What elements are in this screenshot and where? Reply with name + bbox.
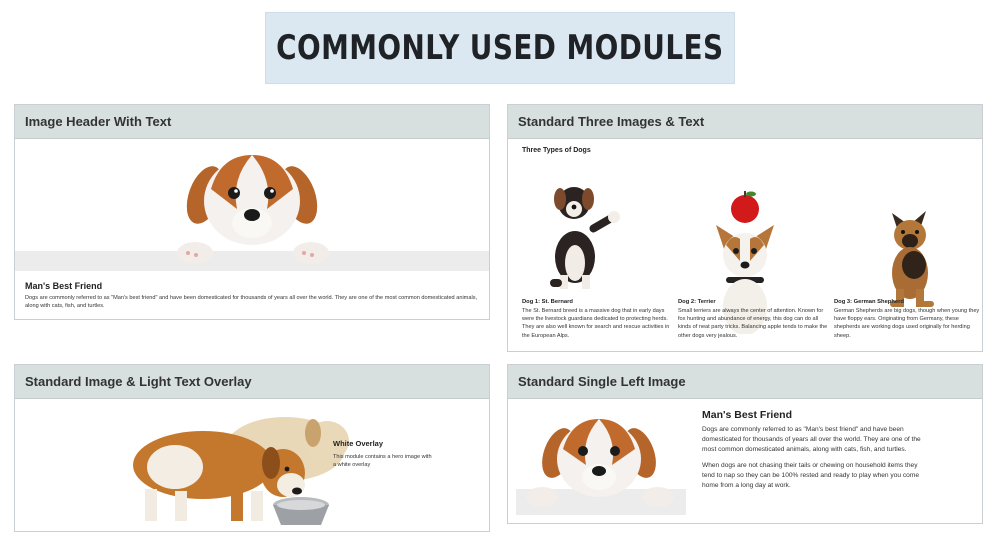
puppy-peeking-image (177, 155, 329, 264)
puppies-eating-image (133, 417, 349, 525)
module-paragraph-2: When dogs are not chasing their tails or… (702, 461, 920, 490)
st-bernard-image (550, 187, 620, 289)
puppy-peeking-image (516, 419, 686, 515)
hero-image (15, 139, 489, 271)
ledge (15, 251, 489, 271)
column-2: Dog 2: Terrier Small terriers are always… (678, 299, 828, 340)
terrier-with-apple-image (716, 191, 774, 334)
german-shepherd-image (890, 211, 934, 307)
module-heading: Standard Image & Light Text Overlay (15, 365, 489, 399)
column-text: The St. Bernard breed is a massive dog t… (522, 308, 670, 339)
module-heading: Standard Single Left Image (508, 365, 982, 399)
module-image-header: Image Header With Text (14, 104, 490, 320)
module-subtitle: Three Types of Dogs (522, 147, 591, 154)
column-title: Dog 2: Terrier (678, 299, 716, 305)
page-title: COMMONLY USED MODULES (276, 28, 724, 68)
column-title: Dog 1: St. Bernard (522, 299, 573, 305)
module-three-images: Standard Three Images & Text Three Types… (507, 104, 983, 352)
column-text: Small terriers are always the center of … (678, 308, 828, 339)
module-heading: Image Header With Text (15, 105, 489, 139)
column-1: Dog 1: St. Bernard The St. Bernard breed… (522, 299, 672, 340)
overlay-title: White Overlay (333, 439, 384, 448)
module-light-overlay: Standard Image & Light Text Overlay Whit… (14, 364, 490, 532)
page-banner: COMMONLY USED MODULES (265, 12, 735, 84)
module-title: Man's Best Friend (702, 409, 793, 421)
column-title: Dog 3: German Shepherd (834, 299, 904, 305)
module-single-left: Standard Single Left Image Man's Best Fr… (507, 364, 983, 524)
column-text: German Shepherds are big dogs, though wh… (834, 308, 980, 339)
module-text: Dogs are commonly referred to as "Man's … (25, 295, 478, 310)
module-text-block: Man's Best Friend Dogs are commonly refe… (702, 409, 928, 496)
module-title: Man's Best Friend (25, 281, 103, 291)
module-paragraph-1: Dogs are commonly referred to as "Man's … (702, 426, 921, 454)
column-3: Dog 3: German Shepherd German Shepherds … (834, 299, 982, 340)
module-heading: Standard Three Images & Text (508, 105, 982, 139)
overlay-text: This module contains a hero image with a… (333, 454, 432, 469)
